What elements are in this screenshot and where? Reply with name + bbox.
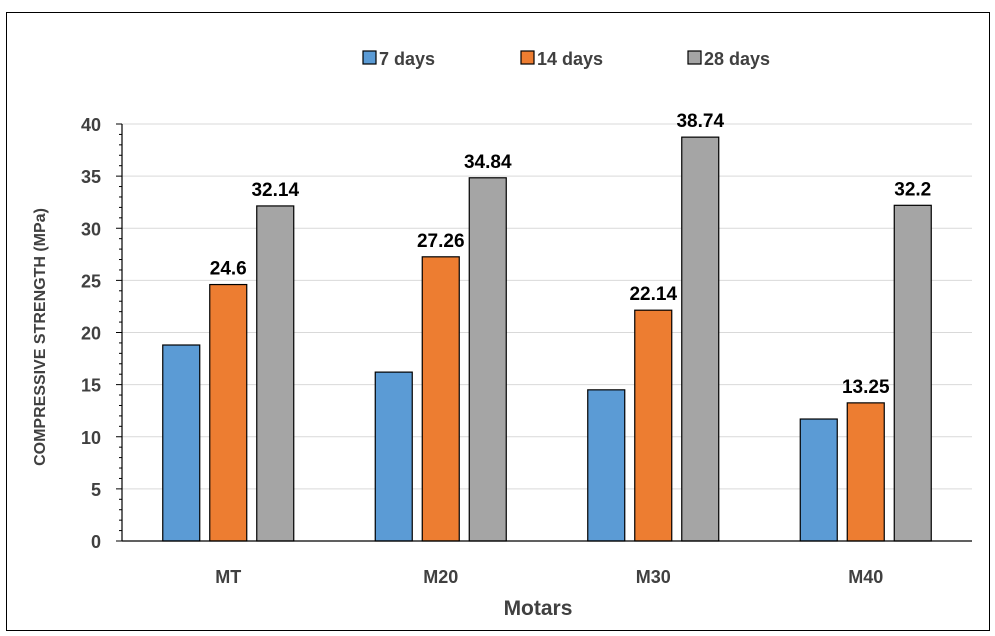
data-label: 24.6 <box>210 259 247 280</box>
data-label: 27.26 <box>417 231 465 252</box>
x-tick-label: M30 <box>636 567 671 587</box>
bar-7-days-M20 <box>374 371 413 542</box>
x-axis-title: Motars <box>504 597 573 620</box>
y-tick-label: 5 <box>91 480 101 500</box>
bar-14-days-M20 <box>421 256 460 542</box>
y-tick-label: 30 <box>81 219 101 239</box>
legend-swatch <box>687 50 702 65</box>
y-axis: 0 5 10 15 20 25 30 35 40 <box>81 115 123 552</box>
legend-label: 28 days <box>704 49 770 69</box>
legend-swatch <box>520 50 535 65</box>
data-labels: 24.6 32.14 27.26 34.84 22.14 38.74 13.25 32.2 <box>210 111 931 398</box>
y-tick-label: 0 <box>91 532 101 552</box>
x-tick-label: M20 <box>423 567 458 587</box>
y-tick-label: 15 <box>81 376 101 396</box>
x-axis: MT M20 M30 M40 <box>122 540 972 587</box>
bar-14-days-MT <box>209 283 248 542</box>
y-axis-title: COMPRESSIVE STRENGTH (MPa) <box>32 208 49 466</box>
gridlines <box>122 123 972 490</box>
x-tick-label: M40 <box>848 567 883 587</box>
bars <box>162 136 932 542</box>
y-tick-label: 25 <box>81 271 101 291</box>
x-tick-label: MT <box>215 567 241 587</box>
y-tick-label: 10 <box>81 428 101 448</box>
bar-28-days-M20 <box>468 177 507 542</box>
data-label: 13.25 <box>842 377 890 398</box>
bar-7-days-M40 <box>799 418 838 542</box>
bar-7-days-M30 <box>587 389 626 542</box>
data-label: 38.74 <box>676 111 724 132</box>
data-label: 22.14 <box>629 284 677 305</box>
bar-14-days-M30 <box>634 309 673 542</box>
legend-label: 7 days <box>379 49 435 69</box>
data-label: 32.14 <box>251 180 299 201</box>
legend: 7 days 14 days 28 days <box>362 49 770 69</box>
bar-14-days-M40 <box>846 402 885 542</box>
bar-28-days-M30 <box>681 136 720 542</box>
legend-label: 14 days <box>537 49 603 69</box>
bar-7-days-MT <box>162 344 201 542</box>
bar-28-days-MT <box>256 205 295 542</box>
bar-28-days-M40 <box>893 204 932 542</box>
data-label: 32.2 <box>894 179 931 200</box>
y-tick-label: 40 <box>81 115 101 135</box>
y-tick-label: 35 <box>81 167 101 187</box>
y-tick-label: 20 <box>81 324 101 344</box>
data-label: 34.84 <box>464 152 512 173</box>
legend-swatch <box>362 50 377 65</box>
